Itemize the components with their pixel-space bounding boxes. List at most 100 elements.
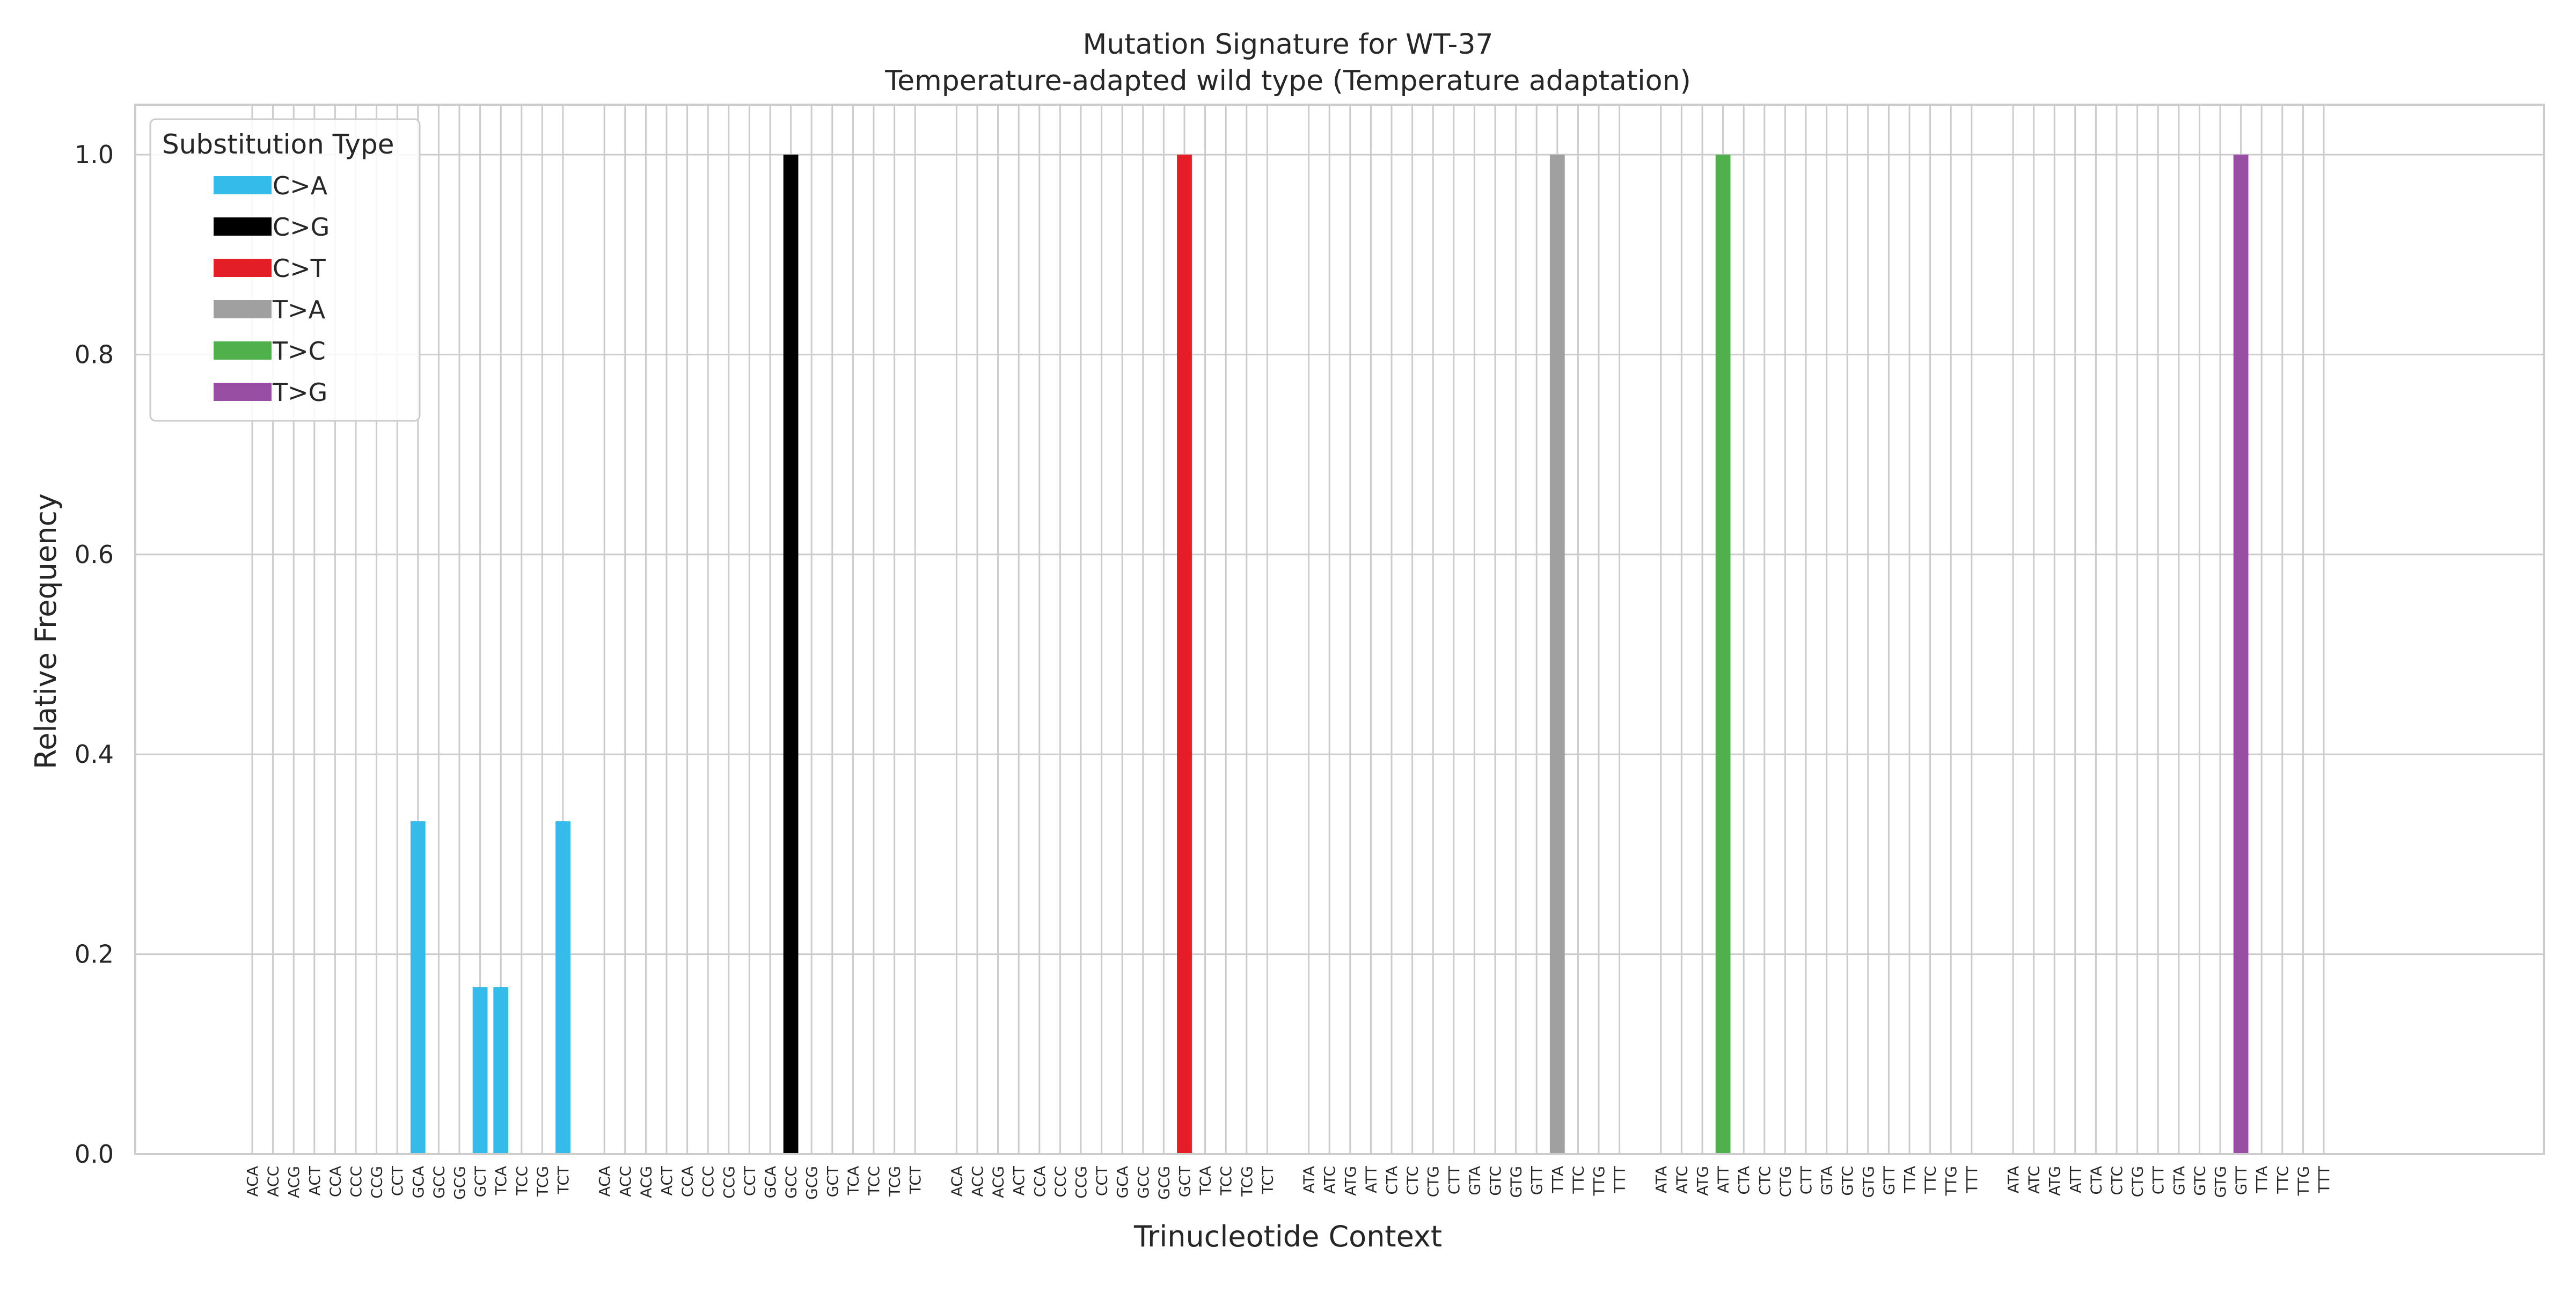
x-tick-label: GTC	[1487, 1166, 1504, 1196]
x-tick-label: ATC	[2025, 1166, 2043, 1194]
x-tick-label: CCG	[368, 1166, 386, 1199]
x-tick-label: CTT	[1797, 1165, 1815, 1194]
legend-swatch	[214, 383, 272, 401]
x-tick-label: TCG	[886, 1166, 904, 1197]
chart-subtitle: Temperature-adapted wild type (Temperatu…	[884, 65, 1691, 97]
bar-ctot-gct	[1177, 155, 1192, 1155]
x-tick-label: CTA	[1735, 1166, 1753, 1195]
x-tick-label: ACT	[658, 1165, 676, 1195]
x-tick-label: GCT	[472, 1165, 489, 1197]
x-tick-label: CCA	[679, 1166, 697, 1197]
x-tick-label: TTT	[2315, 1165, 2333, 1193]
x-tick-label: TTT	[1611, 1165, 1629, 1193]
legend-entry-label: C>G	[273, 213, 330, 242]
legend-entry-label: T>G	[272, 378, 327, 407]
x-tick-label: GCG	[451, 1166, 469, 1200]
bar-ttog-gtt	[2233, 155, 2249, 1155]
x-tick-label: GTG	[2212, 1166, 2229, 1198]
x-tick-label: ATG	[1342, 1166, 1359, 1196]
x-tick-label: TTC	[1922, 1166, 1940, 1194]
x-tick-label: TCC	[1217, 1166, 1235, 1196]
x-tick-label: ACC	[969, 1166, 986, 1197]
legend-title: Substitution Type	[162, 129, 394, 160]
x-tick-label: CCG	[720, 1166, 738, 1199]
x-tick-label: GTT	[1880, 1165, 1898, 1195]
x-tick-label: GTT	[2233, 1165, 2250, 1195]
y-tick-label: 0.0	[75, 1140, 114, 1169]
x-tick-label: CTT	[1445, 1165, 1463, 1194]
x-tick-label: CTC	[1756, 1166, 1774, 1195]
x-tick-label: ACT	[306, 1165, 324, 1195]
x-tick-label: ATA	[1652, 1166, 1670, 1193]
x-tick-label: CCA	[1031, 1166, 1049, 1197]
x-tick-label: TTC	[2274, 1166, 2292, 1194]
x-tick-label: GCG	[1155, 1166, 1173, 1200]
x-tick-label: TCC	[513, 1166, 531, 1196]
x-tick-label: TCG	[1238, 1166, 1256, 1197]
x-tick-label: ACC	[265, 1166, 282, 1197]
bar-ctoa-gca	[410, 821, 426, 1154]
x-tick-label: CCC	[699, 1166, 717, 1198]
x-tick-label: GCT	[1176, 1165, 1194, 1197]
x-tick-label: CTC	[2108, 1166, 2126, 1195]
x-tick-label: GCC	[430, 1166, 448, 1199]
legend-swatch	[214, 341, 272, 360]
legend-entry-label: C>T	[273, 254, 326, 283]
legend-entry-label: T>A	[272, 295, 326, 324]
x-tick-label: TTC	[1569, 1166, 1587, 1194]
x-tick-label: TTA	[1901, 1166, 1919, 1194]
x-tick-label: TTT	[1963, 1165, 1981, 1193]
legend-swatch	[214, 259, 272, 277]
x-tick-label: CTG	[1424, 1166, 1442, 1197]
x-tick-label: CCG	[1072, 1166, 1090, 1199]
bar-ctoa-tca	[493, 987, 509, 1154]
x-tick-label: GCA	[1114, 1166, 1131, 1198]
x-tick-label: ATA	[2004, 1166, 2022, 1193]
bar-ctoa-gct	[472, 987, 488, 1154]
x-tick-label: CTC	[1404, 1166, 1422, 1195]
x-tick-label: GTC	[1839, 1166, 1856, 1196]
x-tick-label: TTA	[2253, 1166, 2271, 1194]
x-tick-label: ATG	[1694, 1166, 1711, 1196]
x-tick-label: TCT	[906, 1165, 924, 1194]
legend-swatch	[214, 300, 272, 318]
x-tick-label: TCT	[1258, 1165, 1276, 1194]
legend-entry-label: T>C	[272, 337, 326, 366]
x-tick-label: GTC	[2191, 1166, 2208, 1196]
x-axis-label: Trinucleotide Context	[1133, 1220, 1442, 1253]
x-tick-label: GCT	[824, 1165, 841, 1197]
x-tick-label: ATT	[1715, 1165, 1732, 1193]
x-tick-label: TCT	[554, 1165, 572, 1194]
x-tick-label: ACG	[285, 1166, 303, 1198]
y-tick-label: 0.8	[75, 340, 114, 369]
x-tick-label: TCA	[492, 1166, 510, 1195]
x-tick-label: CCC	[1051, 1166, 1069, 1198]
x-tick-label: CCT	[389, 1165, 406, 1196]
x-tick-label: ACG	[637, 1166, 655, 1198]
x-tick-label: CCC	[347, 1166, 365, 1198]
legend-swatch	[214, 176, 272, 194]
x-tick-label: CCT	[741, 1165, 758, 1196]
x-tick-label: TTG	[2294, 1166, 2312, 1196]
x-tick-label: CTG	[2129, 1166, 2147, 1197]
x-tick-label: TTG	[1942, 1166, 1960, 1196]
x-tick-label: ACT	[1010, 1165, 1028, 1195]
x-tick-label: CTT	[2149, 1165, 2167, 1194]
x-tick-label: TTG	[1590, 1166, 1608, 1196]
x-tick-label: TTA	[1549, 1166, 1567, 1194]
x-tick-label: GCC	[782, 1166, 800, 1199]
x-tick-label: TCA	[1197, 1166, 1214, 1195]
legend-swatch	[214, 217, 272, 236]
x-tick-label: GTG	[1860, 1166, 1877, 1198]
plot-frame	[134, 104, 2545, 1155]
x-tick-label: ATA	[1300, 1166, 1318, 1193]
x-tick-label: ATC	[1321, 1166, 1338, 1194]
x-tick-label: ACA	[596, 1166, 613, 1197]
x-tick-label: ATC	[1673, 1166, 1690, 1194]
x-tick-label: GTG	[1507, 1166, 1525, 1198]
x-tick-label: CTA	[1383, 1166, 1401, 1195]
